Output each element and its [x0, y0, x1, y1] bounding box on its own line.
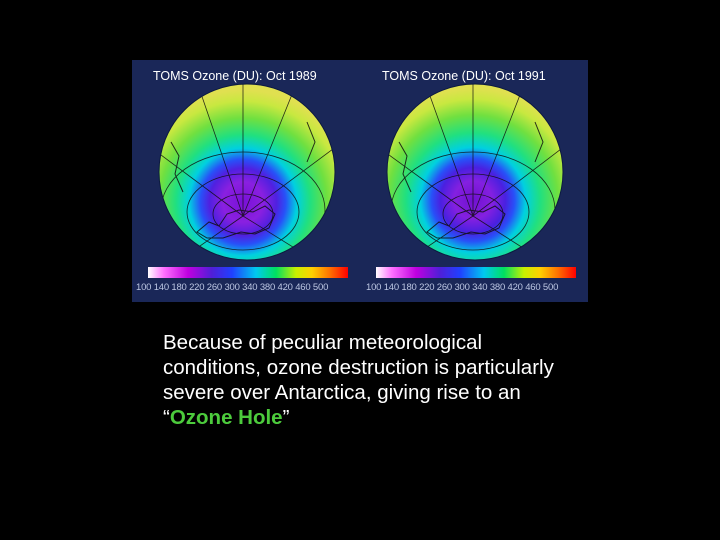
globe-1989 [158, 83, 336, 261]
colorbar-ticks-1989: 100 140 180 220 260 300 340 380 420 460 … [136, 282, 329, 293]
colorbar-1991 [376, 267, 576, 278]
caption-close-quote: ” [282, 406, 290, 429]
caption-highlight: Ozone Hole [169, 406, 283, 429]
ozone-figure: TOMS Ozone (DU): Oct 1989 [132, 60, 588, 302]
colorbar-1989 [148, 267, 348, 278]
map-title-1991: TOMS Ozone (DU): Oct 1991 [382, 69, 546, 83]
globe-1991 [386, 83, 564, 261]
map-title-1989: TOMS Ozone (DU): Oct 1989 [153, 69, 317, 83]
caption-text: Because of peculiar meteorological condi… [163, 330, 583, 430]
globe-disk [159, 84, 335, 260]
graticule-lines [387, 84, 563, 260]
caption-body: Because of peculiar meteorological condi… [163, 331, 554, 429]
colorbar-ticks-1991: 100 140 180 220 260 300 340 380 420 460 … [366, 282, 559, 293]
globe-disk [387, 84, 563, 260]
